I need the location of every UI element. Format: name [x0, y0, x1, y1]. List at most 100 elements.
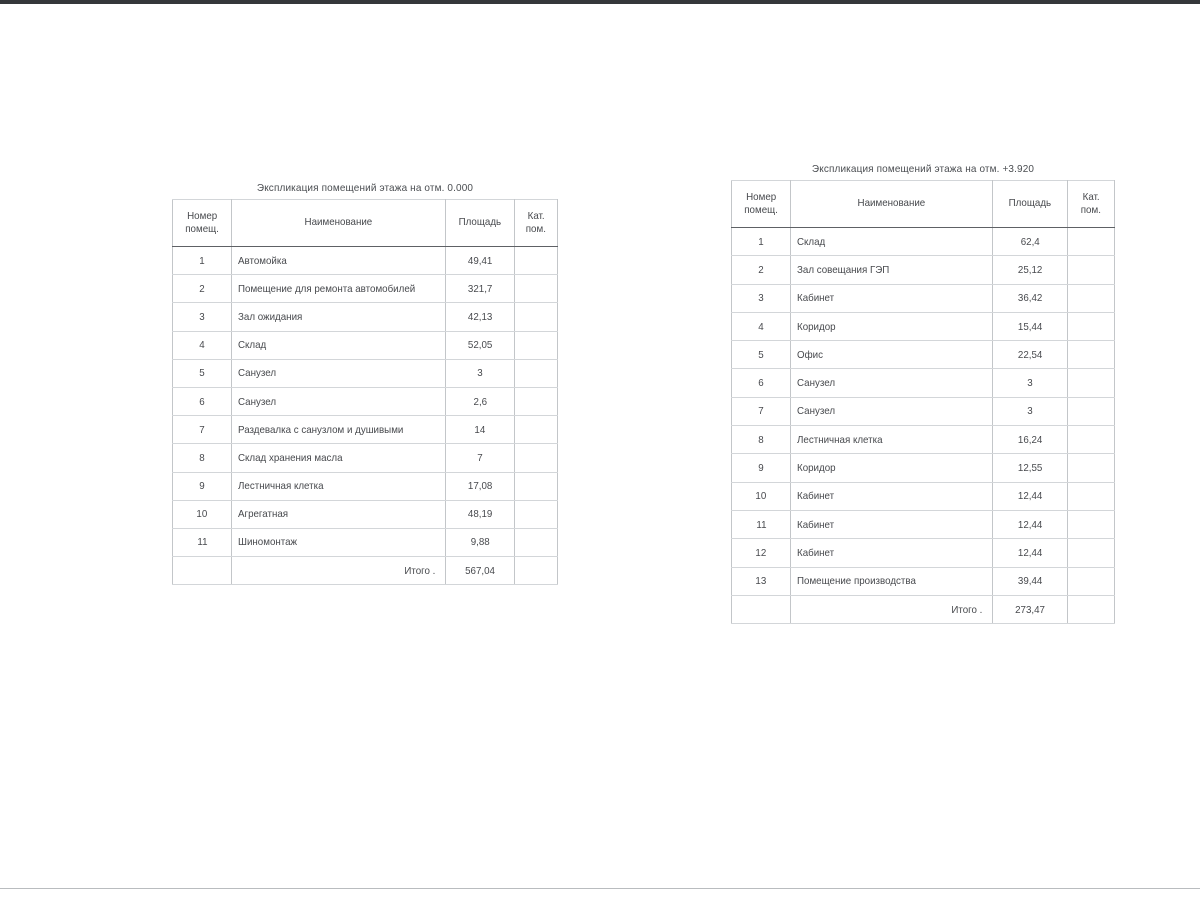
cell-room-name: Шиномонтаж	[231, 527, 446, 558]
table-body-first-floor: 1 Склад 62,4 2 Зал совещания ГЭП 25,12 3 Кабине…	[731, 226, 1115, 625]
table-row[interactable]: 11 Шиномонтаж 9,88	[172, 527, 558, 558]
table-row[interactable]: 2 Зал совещания ГЭП 25,12	[731, 255, 1115, 285]
table-row[interactable]: 12 Кабинет 12,44	[731, 538, 1115, 568]
cell-room-number: 12	[731, 538, 791, 568]
page-top-strip	[0, 0, 1200, 4]
cell-room-number: 6	[172, 386, 232, 417]
cell-room-name: Раздевалка с санузлом и душивыми	[231, 415, 446, 445]
cell-room-area: 62,4	[992, 226, 1068, 257]
cell-room-area: 12,44	[992, 538, 1068, 568]
cell-room-category	[514, 302, 558, 332]
table-row[interactable]: 8 Лестничная клетка 16,24	[731, 425, 1115, 455]
cell-room-name: Коридор	[790, 311, 993, 342]
cell-room-number: 5	[731, 340, 791, 370]
table-row[interactable]: 1 Автомойка 49,41	[172, 245, 558, 276]
table-total-row: Итого . 567,04	[172, 556, 558, 586]
cell-room-category	[514, 245, 558, 276]
cell-room-number: 13	[731, 566, 791, 596]
cell-room-category	[514, 386, 558, 417]
table-row[interactable]: 9 Лестничная клетка 17,08	[172, 471, 558, 501]
header-row: Номер помещ. Наименование Площадь Кат. п…	[731, 180, 1115, 228]
cell-room-number: 6	[731, 368, 791, 398]
cell-room-category	[1067, 340, 1115, 370]
cell-room-category	[1067, 538, 1115, 568]
table-header-ground-floor: Номер помещ. Наименование Площадь Кат. п…	[172, 199, 558, 247]
explication-grid-ground-floor: Номер помещ. Наименование Площадь Кат. п…	[172, 199, 558, 586]
total-cell-category	[1067, 594, 1115, 625]
cell-room-area: 3	[992, 368, 1068, 398]
table-row[interactable]: 9 Коридор 12,55	[731, 453, 1115, 483]
cell-room-number: 3	[731, 283, 791, 313]
header-cell-area: Площадь	[445, 199, 515, 247]
table-row[interactable]: 2 Помещение для ремонта автомобилей 321,7	[172, 274, 558, 304]
cell-room-category	[1067, 481, 1115, 511]
table-row[interactable]: 7 Раздевалка с санузлом и душивыми 14	[172, 415, 558, 445]
table-row[interactable]: 7 Санузел 3	[731, 396, 1115, 427]
table-row[interactable]: 13 Помещение производства 39,44	[731, 566, 1115, 596]
cell-room-area: 25,12	[992, 255, 1068, 285]
cell-room-name: Склад	[790, 226, 993, 257]
table-row[interactable]: 10 Кабинет 12,44	[731, 481, 1115, 511]
table-row[interactable]: 8 Склад хранения масла 7	[172, 443, 558, 473]
table-row[interactable]: 11 Кабинет 12,44	[731, 509, 1115, 540]
explication-table-ground-floor: Экспликация помещений этажа на отм. 0.00…	[172, 182, 558, 586]
table-row[interactable]: 3 Зал ожидания 42,13	[172, 302, 558, 332]
table-title-first-floor: Экспликация помещений этажа на отм. +3.9…	[811, 163, 1035, 175]
cell-room-area: 3	[992, 396, 1068, 427]
cell-room-category	[514, 415, 558, 445]
cell-room-number: 7	[731, 396, 791, 427]
table-body-ground-floor: 1 Автомойка 49,41 2 Помещение для ремонта ав…	[172, 245, 558, 586]
drawing-sheet: Экспликация помещений этажа на отм. 0.00…	[0, 4, 1200, 888]
cell-room-category	[1067, 396, 1115, 427]
table-row[interactable]: 1 Склад 62,4	[731, 226, 1115, 257]
cell-room-category	[1067, 368, 1115, 398]
table-row[interactable]: 4 Склад 52,05	[172, 330, 558, 360]
table-row[interactable]: 6 Санузел 3	[731, 368, 1115, 398]
cell-room-name: Склад	[231, 330, 446, 360]
header-cell-name: Наименование	[231, 199, 446, 247]
table-header-first-floor: Номер помещ. Наименование Площадь Кат. п…	[731, 180, 1115, 228]
total-label: Итого .	[790, 594, 993, 625]
cell-room-name: Санузел	[790, 368, 993, 398]
cell-room-area: 7	[445, 443, 515, 473]
header-row: Номер помещ. Наименование Площадь Кат. п…	[172, 199, 558, 247]
cell-room-name: Помещение для ремонта автомобилей	[231, 274, 446, 304]
cell-room-area: 12,44	[992, 509, 1068, 540]
cell-room-category	[1067, 311, 1115, 342]
cell-room-name: Склад хранения масла	[231, 443, 446, 473]
explication-table-first-floor: Экспликация помещений этажа на отм. +3.9…	[731, 163, 1115, 625]
table-title-ground-floor: Экспликация помещений этажа на отм. 0.00…	[256, 182, 474, 194]
cell-room-area: 321,7	[445, 274, 515, 304]
cell-room-area: 2,6	[445, 386, 515, 417]
table-row[interactable]: 3 Кабинет 36,42	[731, 283, 1115, 313]
cell-room-number: 2	[172, 274, 232, 304]
cell-room-number: 11	[731, 509, 791, 540]
cell-room-category	[514, 527, 558, 558]
cell-room-area: 12,44	[992, 481, 1068, 511]
cell-room-number: 5	[172, 358, 232, 388]
cell-room-number: 8	[172, 443, 232, 473]
cell-room-name: Кабинет	[790, 283, 993, 313]
cell-room-category	[1067, 283, 1115, 313]
cell-room-category	[514, 330, 558, 360]
cell-room-category	[1067, 566, 1115, 596]
cell-room-number: 2	[731, 255, 791, 285]
table-row[interactable]: 5 Санузел 3	[172, 358, 558, 388]
table-row[interactable]: 6 Санузел 2,6	[172, 386, 558, 417]
cell-room-name: Автомойка	[231, 245, 446, 276]
cell-room-category	[514, 358, 558, 388]
page-bottom-rule	[0, 888, 1200, 889]
cell-room-name: Помещение производства	[790, 566, 993, 596]
table-row[interactable]: 4 Коридор 15,44	[731, 311, 1115, 342]
cell-room-area: 39,44	[992, 566, 1068, 596]
table-row[interactable]: 10 Агрегатная 48,19	[172, 499, 558, 529]
cell-room-number: 8	[731, 425, 791, 455]
cell-room-area: 14	[445, 415, 515, 445]
total-label: Итого .	[231, 556, 446, 586]
table-row[interactable]: 5 Офис 22,54	[731, 340, 1115, 370]
cell-room-number: 7	[172, 415, 232, 445]
cell-room-name: Кабинет	[790, 538, 993, 568]
cell-room-number: 4	[172, 330, 232, 360]
cell-room-number: 11	[172, 527, 232, 558]
cell-room-category	[514, 443, 558, 473]
